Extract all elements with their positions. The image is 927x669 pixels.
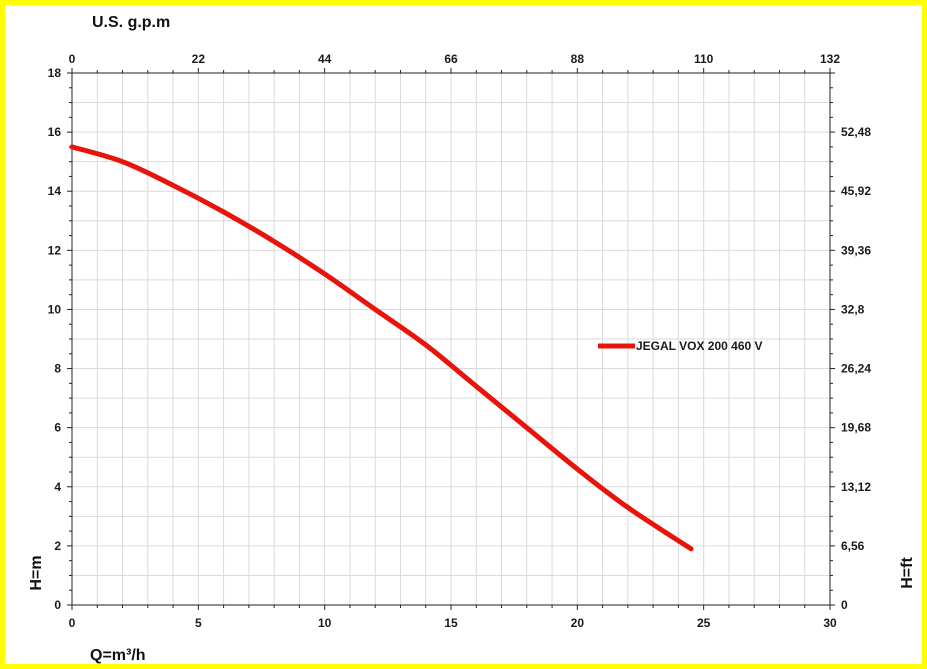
x-axis-title: Q=m³/h [90,647,146,664]
y-tick-label: 16 [48,125,62,139]
x-tick-label: 15 [444,616,458,630]
grid [72,73,830,605]
series-line-0 [69,144,694,552]
top-tick-label: 110 [694,52,714,66]
right-tick-label: 0 [841,598,848,612]
y-axis-title: H=m [28,555,45,590]
top-tick-label: 88 [571,52,585,66]
x-tick-label: 5 [195,616,202,630]
right-axis-title: H=ft [899,557,916,589]
right-tick-label: 19,68 [841,421,871,435]
top-tick-label: 132 [820,52,840,66]
y-tick-label: 6 [54,421,61,435]
top-tick-label: 44 [318,52,332,66]
y-tick-label: 14 [48,184,62,198]
axes: 0 5 10 15 20 25 30 0 22 44 66 88 110 132 0 2 4 6 8 10 12 14 16… [48,52,872,630]
y-tick-label: 10 [48,302,62,316]
top-axis-title: U.S. g.p.m [92,14,170,31]
right-tick-label: 13,12 [841,480,871,494]
top-tick-label: 0 [69,52,76,66]
right-tick-label: 26,24 [841,362,871,376]
series-layer [69,144,694,552]
y-tick-label: 18 [48,66,62,80]
x-tick-label: 25 [697,616,711,630]
y-tick-label: 2 [54,539,61,553]
top-tick-label: 22 [192,52,206,66]
right-tick-label: 32,8 [841,302,865,316]
x-tick-label: 30 [823,616,837,630]
y-tick-label: 12 [48,243,62,257]
legend: JEGAL VOX 200 460 V [598,339,763,353]
y-tick-label: 8 [54,362,61,376]
legend-label: JEGAL VOX 200 460 V [636,339,763,353]
y-tick-label: 4 [54,480,61,494]
top-tick-label: 66 [444,52,458,66]
right-tick-label: 45,92 [841,184,871,198]
right-tick-label: 39,36 [841,243,871,257]
x-tick-label: 0 [69,616,76,630]
x-tick-label: 20 [571,616,585,630]
x-tick-label: 10 [318,616,332,630]
right-tick-label: 52,48 [841,125,871,139]
right-tick-label: 6,56 [841,539,865,553]
y-tick-label: 0 [54,598,61,612]
